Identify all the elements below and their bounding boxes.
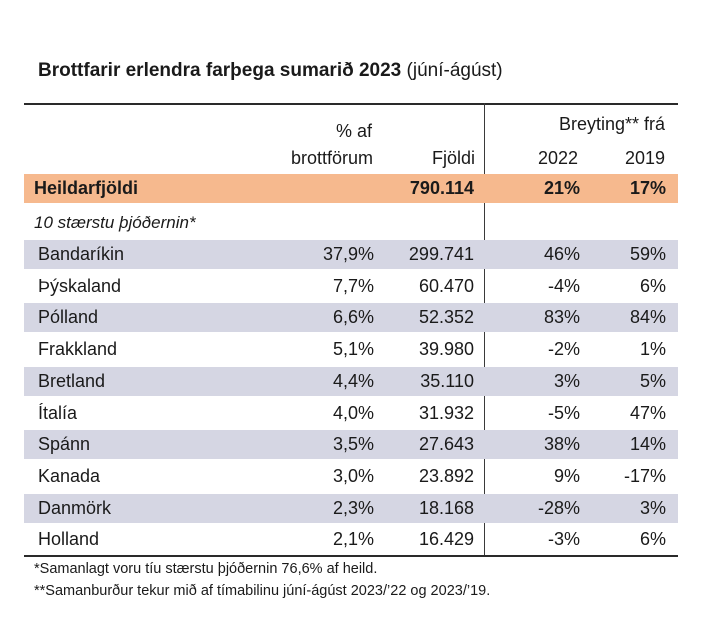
share-percent: 4,0%	[332, 403, 374, 423]
departures-count: 23.892	[418, 466, 474, 486]
table-row: Danmörk 2,3% 18.168 -28% 3%	[24, 494, 678, 523]
departures-count: 52.352	[418, 307, 474, 327]
change-2022: -28%	[537, 498, 580, 518]
table-row: Bandaríkin 37,9% 299.741 46% 59%	[24, 240, 678, 269]
header-change: Breyting** frá	[558, 114, 665, 134]
departures-count: 39.980	[418, 339, 474, 359]
table-title-period: (júní-ágúst)	[406, 60, 503, 81]
total-change-2022: 21%	[543, 178, 580, 198]
share-percent: 5,1%	[332, 339, 374, 359]
total-label: Heildarfjöldi	[34, 178, 139, 198]
table-row: Pólland 6,6% 52.352 83% 84%	[24, 303, 678, 332]
change-2019: -17%	[623, 466, 666, 486]
change-2022: -2%	[547, 339, 580, 359]
country-name: Holland	[38, 529, 100, 549]
country-name: Bretland	[38, 371, 106, 391]
departures-count: 18.168	[418, 498, 474, 518]
top10-subheading: 10 stærstu þjóðernin*	[34, 213, 196, 232]
change-2022: 9%	[553, 466, 580, 486]
change-2019: 59%	[629, 244, 666, 264]
table-row: Þýskaland 7,7% 60.470 -4% 6%	[24, 272, 678, 301]
table-bottom-rule	[24, 555, 678, 557]
country-name: Þýskaland	[38, 276, 122, 296]
table-row: Holland 2,1% 16.429 -3% 6%	[24, 525, 678, 554]
share-percent: 2,1%	[332, 529, 374, 549]
share-percent: 4,4%	[332, 371, 374, 391]
table-row: Kanada 3,0% 23.892 9% -17%	[24, 462, 678, 491]
change-2022: 38%	[543, 434, 580, 454]
departures-count: 60.470	[418, 276, 474, 296]
country-name: Danmörk	[38, 498, 112, 518]
change-2019: 47%	[629, 403, 666, 423]
change-2019: 5%	[639, 371, 666, 391]
change-2019: 3%	[639, 498, 666, 518]
table-row: Bretland 4,4% 35.110 3% 5%	[24, 367, 678, 396]
change-2022: -4%	[547, 276, 580, 296]
header-count: Fjöldi	[431, 148, 475, 168]
change-2019: 1%	[639, 339, 666, 359]
table-top-rule	[24, 103, 678, 105]
change-2022: -3%	[547, 529, 580, 549]
header-pct-line1: % af	[335, 121, 372, 141]
table-title-main: Brottfarir erlendra farþega sumarið 2023	[38, 60, 402, 81]
departures-count: 31.932	[418, 403, 474, 423]
change-2019: 6%	[639, 529, 666, 549]
country-name: Bandaríkin	[38, 244, 125, 264]
country-name: Pólland	[38, 307, 99, 327]
table-title: Brottfarir erlendra farþega sumarið 2023…	[38, 60, 503, 82]
departures-count: 27.643	[418, 434, 474, 454]
header-2019: 2019	[624, 148, 665, 168]
table-row: Ítalía 4,0% 31.932 -5% 47%	[24, 399, 678, 428]
total-row: Heildarfjöldi 790.114 21% 17%	[24, 174, 678, 203]
change-2022: -5%	[547, 403, 580, 423]
change-2019: 6%	[639, 276, 666, 296]
change-2022: 83%	[543, 307, 580, 327]
total-change-2019: 17%	[629, 178, 666, 198]
country-name: Ítalía	[38, 403, 78, 423]
header-2022: 2022	[537, 148, 578, 168]
share-percent: 3,5%	[332, 434, 374, 454]
share-percent: 37,9%	[322, 244, 374, 264]
share-percent: 6,6%	[332, 307, 374, 327]
country-name: Frakkland	[38, 339, 118, 359]
share-percent: 3,0%	[332, 466, 374, 486]
country-name: Kanada	[38, 466, 101, 486]
footnote-2: **Samanburður tekur mið af tímabilinu jú…	[34, 583, 491, 599]
departures-count: 299.741	[408, 244, 474, 264]
share-percent: 2,3%	[332, 498, 374, 518]
table-row: Frakkland 5,1% 39.980 -2% 1%	[24, 335, 678, 364]
change-2022: 46%	[543, 244, 580, 264]
change-2022: 3%	[553, 371, 580, 391]
header-pct-line2: brottförum	[290, 148, 373, 168]
change-2019: 14%	[629, 434, 666, 454]
footnote-1: *Samanlagt voru tíu stærstu þjóðernin 76…	[34, 561, 378, 577]
total-count: 790.114	[409, 178, 474, 198]
country-name: Spánn	[38, 434, 91, 454]
departures-count: 16.429	[418, 529, 474, 549]
change-2019: 84%	[629, 307, 666, 327]
share-percent: 7,7%	[332, 276, 374, 296]
table-row: Spánn 3,5% 27.643 38% 14%	[24, 430, 678, 459]
departures-count: 35.110	[420, 371, 474, 391]
